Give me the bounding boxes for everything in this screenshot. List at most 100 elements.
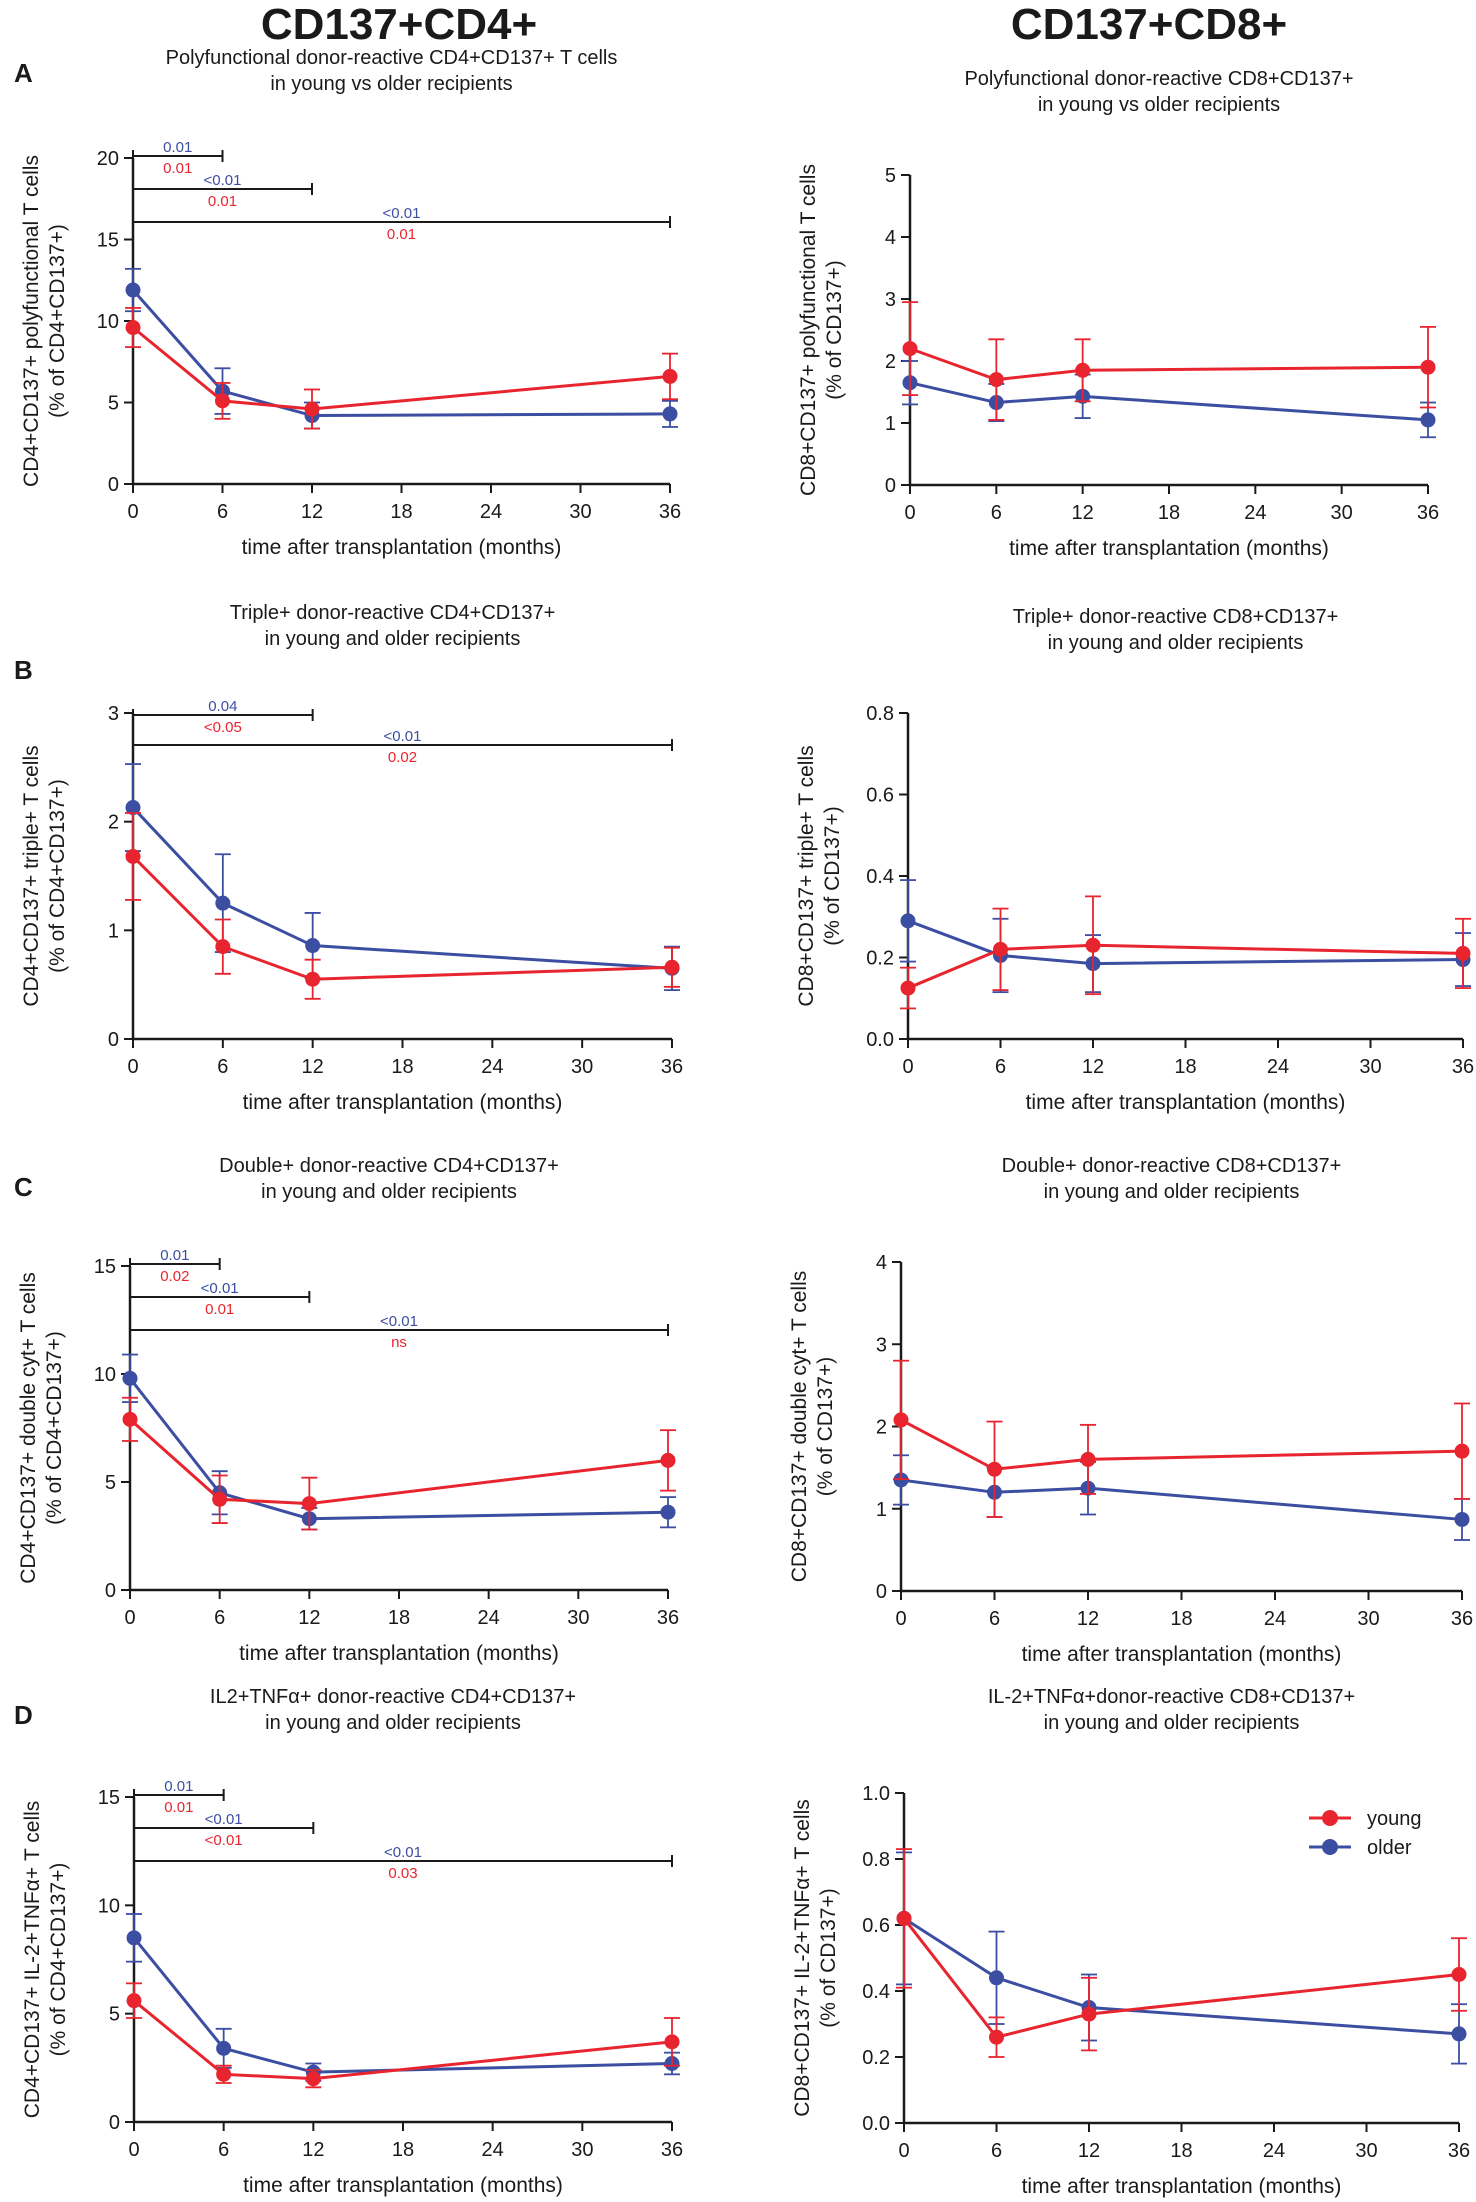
x-tick-label: 0 [124,1607,135,1629]
x-tick-label: 36 [661,1056,683,1078]
data-point-young [1420,359,1436,375]
x-axis-label: time after transplantation (months) [1026,1091,1346,1114]
series-line-older [131,806,673,970]
data-point-young [125,848,141,864]
x-tick-label: 24 [478,1607,500,1629]
x-tick-label: 12 [1077,1608,1099,1630]
data-point-older [122,1370,138,1386]
x-tick-label: 36 [657,1607,679,1629]
x-tick-label: 30 [1331,502,1353,524]
y-tick-label: 0 [108,1029,119,1051]
data-point-young [1075,362,1091,378]
x-tick-label: 0 [127,501,138,523]
data-point-older [305,938,321,954]
series-line-young [133,1999,673,2081]
y-axis-label: CD8+CD137+ polyfunctional T cells [797,164,820,496]
y-tick-label: 0 [108,474,119,496]
x-tick-label: 24 [482,2139,504,2161]
y-axis-label: CD4+CD137+ double cyt+ T cells [17,1272,40,1583]
y-tick-label: 0 [885,475,896,497]
series-line-older [900,1478,1463,1521]
x-tick-label: 24 [1244,502,1266,524]
y-tick-label: 1 [885,413,896,435]
x-tick-label: 30 [1357,1608,1379,1630]
series-line-young [132,326,671,411]
p-value-young: 0.01 [164,1799,193,1816]
data-point-young [989,2029,1004,2045]
chart-title: Double+ donor-reactive CD4+CD137+ [219,1155,559,1177]
y-tick-label: 0.8 [866,703,894,725]
series-line-young [909,347,1429,382]
legend-marker-young [1322,1810,1338,1826]
data-point-young [212,1491,228,1507]
x-tick-label: 0 [127,1056,138,1078]
data-point-older [989,1970,1004,1986]
x-tick-label: 0 [902,1056,913,1078]
x-tick-label: 0 [895,1608,906,1630]
y-tick-label: 0 [109,2112,120,2134]
y-tick-label: 0.6 [862,1915,890,1937]
x-tick-label: 36 [1417,502,1439,524]
y-tick-label: 1 [108,920,119,942]
y-tick-label: 0.4 [862,1981,890,2003]
y-tick-label: 2 [885,351,896,373]
y-tick-label: 2 [108,812,119,834]
p-value-older: <0.01 [384,1844,422,1861]
x-axis-label: time after transplantation (months) [242,536,562,559]
y-tick-label: 3 [108,703,119,725]
series-line-young [131,855,673,981]
p-value-older: <0.01 [205,1811,243,1828]
y-tick-label: 5 [109,2004,120,2026]
p-value-young: 0.03 [388,1865,417,1882]
x-tick-label: 36 [1451,1608,1473,1630]
y-tick-label: 5 [885,165,896,187]
data-point-older [1454,1511,1470,1527]
y-axis-label: (% of CD4+CD137+) [47,1863,70,2057]
chart-title: in young and older recipients [1048,632,1304,654]
x-axis-label: time after transplantation (months) [1022,1643,1342,1666]
p-value-older: 0.01 [164,1778,193,1795]
panel-letter-a: A [14,58,33,88]
data-point-young [660,1452,676,1468]
x-axis-label: time after transplantation (months) [243,2174,563,2197]
x-tick-label: 30 [1355,2140,1377,2162]
data-point-young [305,2071,321,2087]
series-line-older [903,1917,1460,2036]
chart-title: in young and older recipients [265,1712,521,1734]
x-tick-label: 12 [302,2139,324,2161]
data-point-young [122,1411,138,1427]
x-axis-label: time after transplantation (months) [1009,537,1329,560]
chart-title: Polyfunctional donor-reactive CD8+CD137+ [964,68,1353,90]
x-tick-label: 30 [1359,1056,1381,1078]
legend-label-young: young [1367,1808,1422,1830]
data-point-young [664,2034,680,2050]
y-axis-label: (% of CD4+CD137+) [46,224,69,418]
data-point-young [1454,1443,1470,1459]
data-point-older [662,406,678,422]
y-tick-label: 4 [885,227,896,249]
data-point-young [900,980,916,996]
x-axis-label: time after transplantation (months) [239,1642,559,1665]
y-axis-label: CD8+CD137+ IL-2+TNFα+ T cells [791,1799,814,2117]
y-axis-label: CD4+CD137+ triple+ T cells [20,745,43,1006]
data-point-young [1085,937,1101,953]
data-point-young [304,401,320,417]
data-point-older [126,1930,142,1946]
data-point-young [1451,1967,1467,1982]
p-value-older: <0.01 [384,728,422,745]
series-line-young [900,1418,1463,1471]
data-point-young [125,320,141,336]
y-axis-label: (% of CD137+) [823,260,846,399]
data-point-young [1081,2006,1097,2022]
x-tick-label: 24 [481,1056,503,1078]
x-tick-label: 24 [1263,2140,1285,2162]
p-value-older: <0.01 [201,1280,239,1297]
x-tick-label: 6 [991,2140,1002,2162]
p-value-older: <0.01 [383,205,421,222]
series-line-older [907,919,1464,966]
data-point-young [215,939,231,955]
